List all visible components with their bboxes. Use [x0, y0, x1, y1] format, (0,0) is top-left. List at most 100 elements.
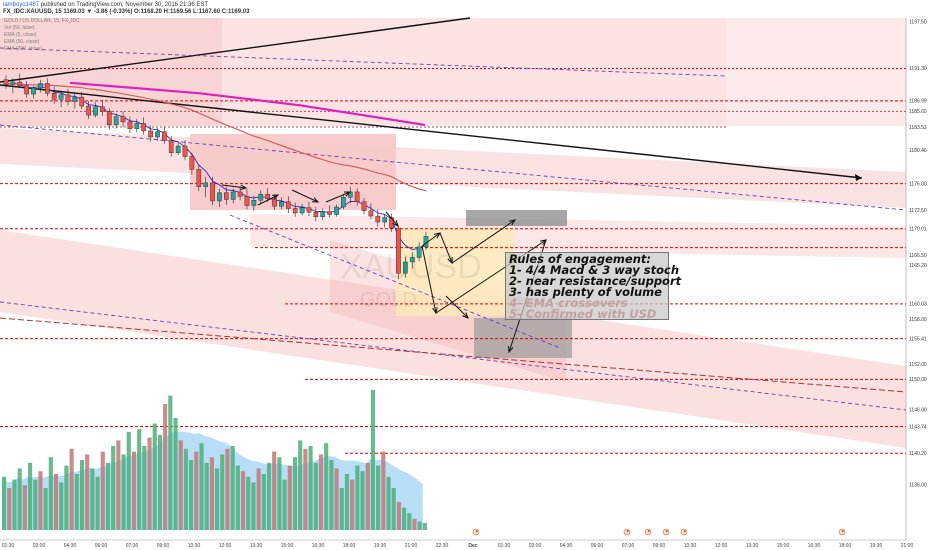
arrow-down-g[interactable] — [445, 295, 469, 319]
ema-mid-line — [5, 83, 427, 192]
arrow-up-c[interactable] — [451, 219, 516, 264]
time-label: 16:30 — [312, 543, 325, 549]
arrow-up-small-1[interactable] — [257, 194, 279, 206]
price-label: 1143.74 — [909, 424, 927, 430]
volume-bar — [142, 446, 147, 530]
arrow-down-b[interactable] — [439, 232, 453, 264]
time-label: 03:00 — [33, 543, 46, 549]
target-zone-yellow — [396, 228, 514, 316]
volume-bar — [126, 432, 131, 530]
volume-bar — [230, 446, 235, 530]
arrow-down-small[interactable] — [291, 189, 319, 203]
time-label: 18:00 — [839, 543, 852, 549]
candle-body — [134, 123, 140, 129]
legend-item[interactable]: EMA (50, close) — [4, 39, 40, 45]
price-label: 1140.20 — [909, 451, 927, 457]
price-label: 1155.41 — [909, 336, 927, 342]
candle-body — [223, 192, 229, 200]
volume-bar — [256, 468, 261, 530]
watermark-symbol: XAUUSD — [340, 248, 482, 286]
candle-body — [17, 81, 23, 86]
volume-bar — [85, 454, 90, 530]
volume-bar — [308, 446, 313, 530]
volume-bar — [12, 479, 17, 530]
volume-bars — [2, 390, 427, 530]
candle-body — [86, 105, 91, 116]
arrow-down-d[interactable] — [421, 245, 437, 314]
candle-body — [237, 191, 243, 197]
volume-bar — [422, 523, 427, 530]
candle-body — [320, 211, 326, 217]
time-label: 09:00 — [157, 543, 170, 549]
arrow-down-small-2[interactable] — [385, 211, 399, 227]
volume-bar — [282, 479, 287, 530]
event-flag-icon[interactable] — [472, 528, 480, 536]
dash-channel-5 — [229, 214, 561, 349]
event-flag-icon[interactable] — [623, 528, 631, 536]
volume-bar — [183, 448, 188, 530]
volume-bar — [189, 460, 194, 530]
watermark-name: GOLD — [360, 289, 417, 311]
support-box — [474, 318, 572, 358]
time-label: 01:30 — [498, 543, 511, 549]
price-label: 1170.01 — [909, 227, 927, 233]
candle-body — [196, 169, 202, 187]
time-axis[interactable] — [0, 540, 932, 550]
author-link[interactable]: lamboyo1487 — [3, 2, 40, 8]
volume-bar — [303, 448, 308, 530]
candle-body — [65, 94, 71, 102]
candle-body — [292, 208, 298, 214]
price-label: 1136.00 — [909, 483, 927, 489]
rule-item-2: 2- near resistance/support — [509, 274, 682, 288]
trendline-falling[interactable] — [0, 84, 863, 179]
rules-title: Rules of engagement: — [509, 252, 651, 266]
event-flag-icon[interactable] — [680, 528, 688, 536]
event-flag-icon[interactable] — [644, 528, 652, 536]
rule-item-3: 3- has plenty of volume — [509, 285, 662, 299]
arrow-up-small-2[interactable] — [325, 191, 351, 203]
candle-body — [327, 211, 332, 215]
candle-body — [155, 131, 160, 138]
candle-body — [141, 123, 147, 132]
arrow-right-small[interactable] — [221, 184, 247, 189]
price-label: 1183.53 — [909, 125, 927, 131]
event-dot-icon — [683, 530, 686, 532]
arrow-up-a[interactable] — [421, 232, 441, 247]
event-flag-icon[interactable] — [662, 528, 670, 536]
volume-bar — [396, 502, 401, 530]
candle-body — [3, 79, 9, 85]
candle-body — [58, 94, 64, 100]
candle-body — [24, 85, 29, 95]
volume-bar — [360, 471, 365, 530]
price-label: 1180.46 — [909, 148, 927, 154]
candle-body — [416, 246, 422, 258]
candle-body — [175, 145, 181, 153]
channel-band-1 — [0, 128, 906, 208]
legend-item[interactable]: EMA (5, close) — [4, 32, 37, 38]
price-axis[interactable] — [906, 18, 932, 540]
candle-body — [44, 83, 50, 94]
volume-bar — [339, 488, 344, 530]
candle-body — [10, 81, 16, 85]
event-flag-icon[interactable] — [838, 528, 846, 536]
time-label: 15:00 — [777, 543, 790, 549]
candle-body — [354, 191, 360, 202]
legend-item[interactable]: Vol (50, false) — [4, 25, 35, 31]
arrowhead — [343, 191, 352, 197]
rules-annotation[interactable]: Rules of engagement: 1- 4/4 Macd & 3 way… — [505, 252, 682, 320]
time-label: 06:00 — [591, 543, 604, 549]
volume-bar — [350, 479, 355, 530]
legend-item[interactable]: EMA (200, close) — [4, 46, 42, 52]
trendline-rising[interactable] — [0, 17, 471, 83]
volume-bar — [131, 451, 137, 530]
price-label: 1166.50 — [909, 253, 927, 259]
legend-item[interactable]: GOLD / US DOLLAR, 15, FX_IDC — [4, 18, 80, 24]
candle-body — [313, 212, 319, 217]
candle-body — [113, 116, 119, 126]
price-label: 1165.20 — [909, 263, 927, 269]
volume-bar — [292, 457, 298, 530]
volume-bar — [204, 462, 209, 530]
volume-bar — [152, 423, 157, 530]
